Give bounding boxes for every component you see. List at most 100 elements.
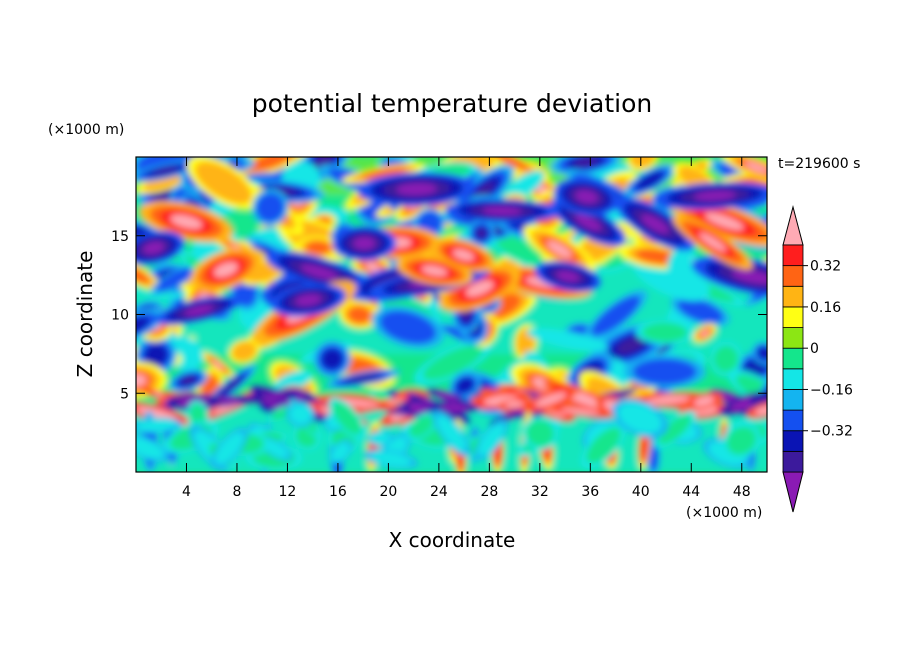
contour-cell	[575, 214, 602, 231]
contour-cell	[526, 328, 608, 352]
contour-cell	[295, 294, 322, 306]
contour-cell	[713, 345, 739, 373]
chart-title: potential temperature deviation	[252, 89, 652, 118]
contour-cell	[482, 206, 522, 215]
x-tick-label: 20	[379, 484, 397, 500]
colorbar-band	[782, 368, 804, 390]
contour-cell	[586, 427, 621, 464]
colorbar-band	[782, 389, 804, 411]
contour-cell	[591, 295, 641, 336]
contour-cell	[417, 211, 442, 236]
colorbar-label: −0.32	[810, 424, 853, 440]
contour-cell	[353, 237, 376, 250]
contour-cell	[699, 232, 727, 252]
x-tick-label: 8	[232, 484, 241, 500]
contour-cell	[635, 171, 664, 190]
colorbar-band	[782, 430, 804, 452]
x-axis: 4 8 12 16 20 24 28 32 36 40 44 48	[182, 157, 751, 500]
x-tick-label: 36	[581, 484, 599, 500]
contour-cell	[136, 316, 150, 340]
contour-cell	[705, 212, 744, 231]
contour-cell	[478, 423, 505, 457]
contour-cell	[422, 345, 484, 381]
contour-cell	[635, 249, 678, 264]
colorbar-extend-bottom	[782, 471, 804, 513]
contour-cell	[289, 404, 312, 425]
contour-cell	[618, 402, 662, 434]
contour-cell	[331, 442, 350, 462]
x-tick-label: 40	[632, 484, 650, 500]
contour-cell	[534, 392, 567, 407]
contour-cell	[332, 401, 362, 435]
contour-cell	[181, 376, 195, 385]
x-tick-label: 48	[733, 484, 751, 500]
x-tick-label: 16	[329, 484, 347, 500]
contour-cell	[202, 375, 219, 398]
contour-cell	[314, 157, 333, 169]
contour-cell	[273, 370, 313, 393]
contour-cell	[214, 432, 244, 465]
colorbar-band	[782, 327, 804, 349]
contour-cell	[504, 401, 525, 408]
colorbar-band	[782, 244, 804, 267]
colorbar-label: 0.16	[810, 300, 841, 316]
contour-cell	[573, 157, 598, 167]
y-tick-label: 5	[120, 386, 129, 402]
contour-cell	[136, 374, 147, 387]
contour-cell	[136, 369, 154, 391]
contour-cell	[350, 375, 376, 382]
contour-cell	[379, 310, 437, 344]
contour-cell	[646, 395, 691, 405]
contour-cell	[658, 414, 692, 445]
contour-cell	[360, 167, 408, 179]
contour-cell	[195, 161, 252, 204]
contour-cell	[754, 405, 767, 416]
contour-cell	[333, 398, 380, 407]
contour-cell	[440, 403, 469, 411]
colorbar-extend-top	[782, 205, 804, 246]
colorbar-label: 0.32	[810, 259, 841, 275]
contour-cell	[370, 451, 412, 467]
contour-cell	[321, 348, 343, 370]
contour-cell	[136, 406, 177, 421]
x-tick-label: 32	[531, 484, 549, 500]
contour-cell	[300, 264, 338, 280]
contour-cell	[476, 228, 487, 238]
contour-cell	[221, 378, 240, 394]
contour-cell	[556, 271, 580, 282]
x-tick-label: 4	[182, 484, 191, 500]
colorbar-band	[782, 347, 804, 370]
contour-cell	[465, 280, 494, 297]
y-axis-label: Z coordinate	[73, 251, 97, 378]
time-label: t=219600 s	[778, 156, 860, 172]
colorbar: −0.32 −0.16 0 0.16 0.32	[782, 205, 853, 513]
colorbar-band	[782, 285, 804, 308]
contour-cell	[726, 426, 757, 455]
contour-cell	[452, 249, 475, 261]
contour-cell	[435, 391, 459, 402]
contour-cell	[347, 306, 371, 324]
y-axis-unit: (×1000 m)	[48, 122, 124, 138]
contour-cell	[744, 161, 767, 174]
contour-cell	[461, 309, 472, 322]
contour-cell	[693, 396, 715, 407]
contour-cell	[492, 157, 531, 171]
contour-cell	[136, 436, 164, 459]
y-tick-label: 15	[111, 229, 129, 245]
x-tick-label: 12	[279, 484, 297, 500]
contour-cell	[560, 408, 600, 416]
y-tick-label: 10	[111, 308, 129, 324]
contour-cell	[526, 420, 555, 447]
contour-field	[136, 157, 767, 472]
x-tick-label: 28	[480, 484, 498, 500]
contour-cell	[144, 344, 168, 367]
contour-cell	[409, 415, 434, 438]
contour-cell	[213, 262, 238, 278]
contour-cell	[473, 182, 495, 201]
contour-cell	[700, 329, 709, 337]
contour-cell	[212, 360, 224, 370]
contour-cell	[218, 397, 241, 404]
x-axis-unit: (×1000 m)	[686, 505, 762, 521]
contour-cell	[456, 377, 474, 393]
